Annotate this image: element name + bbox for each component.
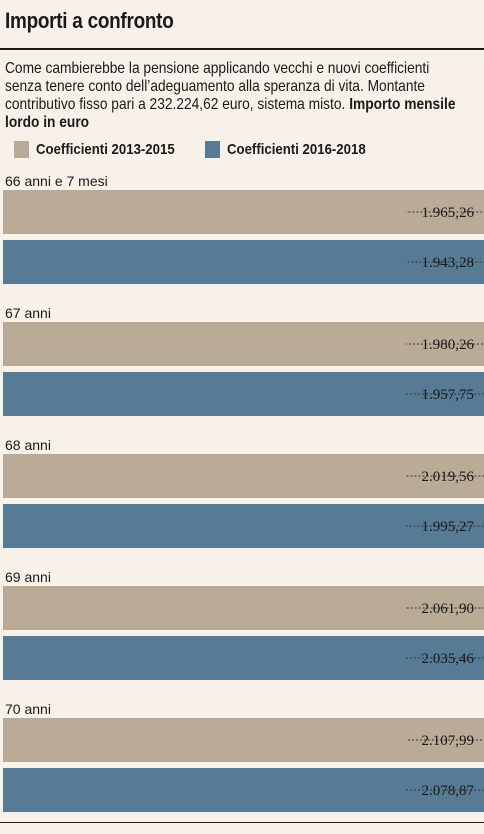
legend-label-series2: Coefficienti 2016-2018 — [227, 141, 366, 158]
legend-swatch-series2 — [205, 141, 220, 158]
bar — [3, 636, 484, 680]
title-rule — [0, 48, 484, 50]
chart-subtitle: Come cambierebbe la pensione applicando … — [5, 60, 469, 132]
category-label: 67 anni — [5, 305, 51, 321]
chart-title: Importi a confronto — [5, 8, 174, 33]
bar — [3, 190, 484, 234]
category-label: 69 anni — [5, 569, 51, 585]
data-label: 1.980,26 — [422, 337, 475, 353]
legend-label-series1: Coefficienti 2013-2015 — [36, 141, 175, 158]
data-label: 2.107,99 — [422, 733, 475, 749]
data-label: 2.061,90 — [422, 601, 475, 617]
data-label: 1.943,28 — [422, 255, 475, 271]
bottom-rule — [0, 822, 484, 823]
data-label: 1.995,27 — [422, 519, 475, 535]
data-label: 2.035,46 — [422, 651, 475, 667]
category-label: 66 anni e 7 mesi — [5, 173, 108, 189]
bar — [3, 586, 484, 630]
bar — [3, 240, 484, 284]
bar — [3, 504, 484, 548]
subtitle-unit: Importo mensile lordo in euro — [5, 96, 456, 131]
bar — [3, 454, 484, 498]
category-label: 68 anni — [5, 437, 51, 453]
legend-swatch-series1 — [14, 141, 29, 158]
data-label: 1.957,75 — [422, 387, 475, 403]
data-label: 1.965,26 — [422, 205, 475, 221]
subtitle-text: Come cambierebbe la pensione applicando … — [5, 60, 430, 113]
data-label: 2.019,56 — [422, 469, 475, 485]
bar — [3, 768, 484, 812]
bar — [3, 322, 484, 366]
bar — [3, 372, 484, 416]
data-label: 2.078,87 — [422, 783, 475, 799]
category-label: 70 anni — [5, 701, 51, 717]
bar — [3, 718, 484, 762]
